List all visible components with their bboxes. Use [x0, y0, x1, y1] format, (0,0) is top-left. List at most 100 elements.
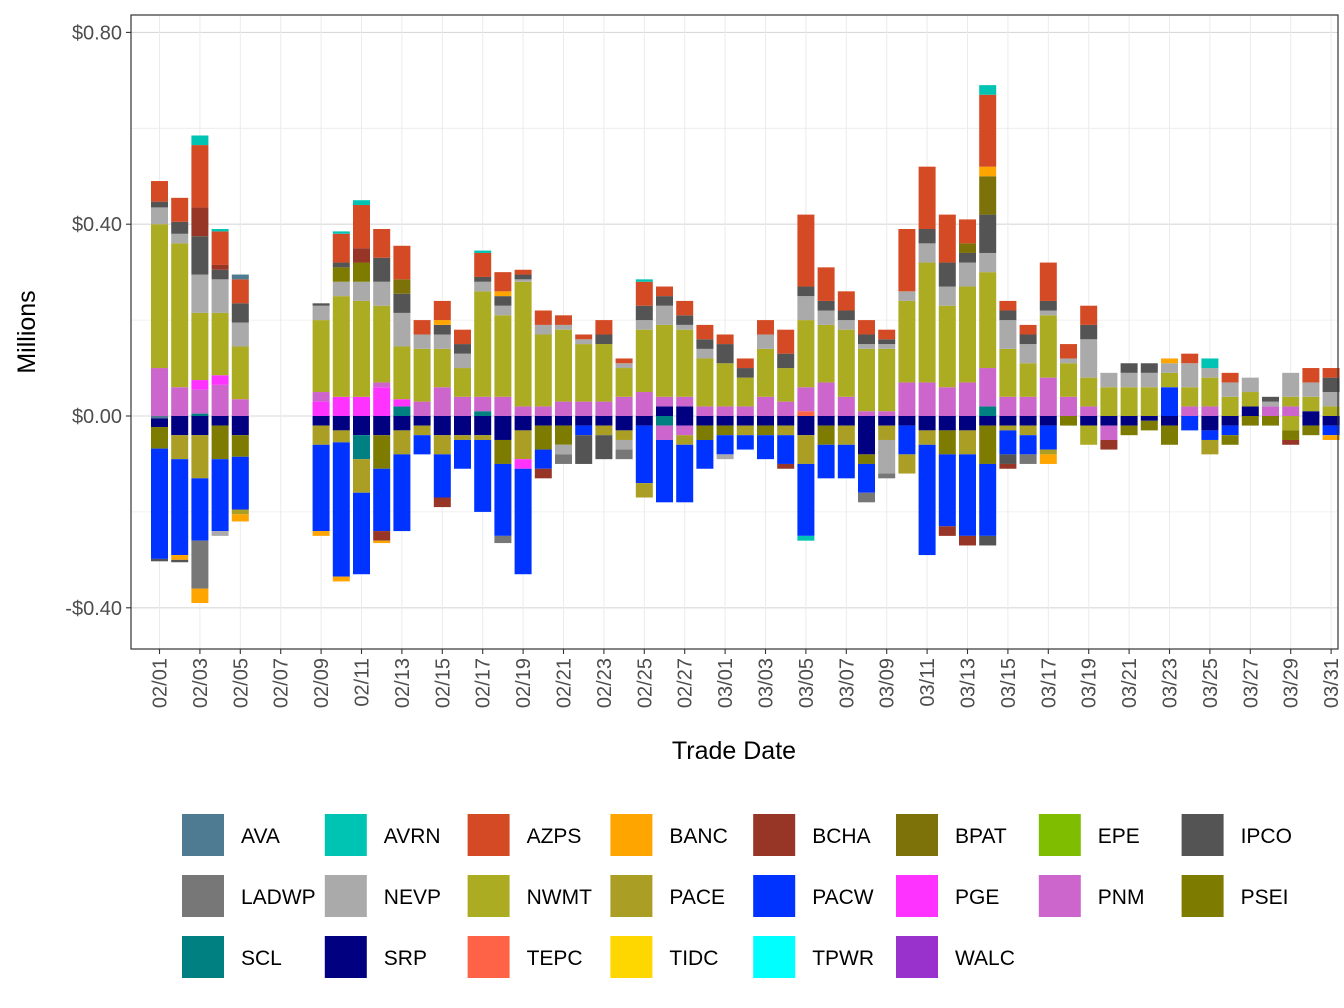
bar-segment-srp	[878, 416, 896, 426]
bar-segment-pnm	[878, 411, 896, 416]
bar-segment-pnm	[151, 368, 168, 416]
legend-item-pacw: PACW	[753, 875, 874, 917]
bar-stack	[1282, 372, 1300, 445]
bar-segment-pacw	[817, 444, 835, 479]
x-tick-label: 03/09	[877, 658, 899, 708]
legend-swatch	[1038, 875, 1081, 917]
bar-segment-pacw	[474, 439, 492, 512]
bar-segment-srp	[332, 416, 350, 431]
bar-segment-pnm	[494, 396, 512, 416]
y-tick-label: $0.40	[72, 214, 122, 236]
bar-segment-pace	[474, 435, 492, 440]
bar-segment-azps	[373, 228, 391, 258]
bar-segment-pace	[171, 435, 189, 460]
bar-segment-psei	[211, 425, 229, 460]
bar-stack	[555, 315, 572, 464]
bar-stack	[918, 166, 936, 556]
x-tick-label: 03/29	[1281, 658, 1303, 708]
bar-segment-nevp	[1161, 363, 1178, 373]
bar-segment-pnm	[837, 396, 855, 416]
bar-segment-nwmt	[1060, 363, 1077, 397]
bar-segment-srp	[938, 416, 956, 431]
bar-segment-azps	[757, 320, 774, 335]
bar-segment-srp	[454, 416, 471, 436]
bar-segment-scl	[656, 416, 673, 426]
y-tick-label: -$0.40	[65, 598, 122, 620]
bar-segment-psei	[1140, 420, 1158, 431]
bar-segment-ladwp	[878, 473, 896, 479]
bar-segment-srp	[1100, 416, 1118, 426]
bar-segment-ipco	[1140, 363, 1158, 373]
bar-segment-azps	[696, 324, 714, 340]
y-tick-label: $0.00	[72, 406, 122, 428]
bar-segment-ipco	[837, 310, 855, 321]
bar-segment-nevp	[898, 291, 916, 301]
bar-segment-nevp	[312, 305, 330, 321]
bar-segment-srp	[474, 416, 492, 436]
bar-segment-nevp	[1080, 339, 1098, 378]
bar-stack	[817, 267, 835, 479]
bar-segment-srp	[514, 416, 532, 431]
bar-segment-nwmt	[1181, 387, 1199, 407]
legend-item-psei: PSEI	[1181, 875, 1288, 917]
bar-segment-nwmt	[1019, 363, 1037, 397]
legend-swatch	[753, 814, 796, 856]
bar-segment-pnm	[555, 401, 572, 416]
bar-segment-psei	[231, 435, 249, 457]
x-axis: 02/01 02/03 02/05 02/07 02/09 02/11 02/13 02/15…	[150, 649, 1343, 708]
bar-stack	[312, 303, 330, 536]
bar-segment-ipco	[736, 368, 754, 378]
bar-segment-nevp	[1039, 310, 1057, 316]
bar-segment-nwmt	[1120, 387, 1138, 416]
bar-stack	[1262, 396, 1279, 426]
bar-segment-srp	[211, 416, 229, 426]
bar-segment-nwmt	[151, 224, 168, 369]
bar-segment-srp	[837, 416, 855, 426]
bar-stack	[353, 200, 370, 575]
plot-border	[130, 14, 1339, 650]
bar-stack	[1241, 377, 1259, 426]
bar-segment-nwmt	[858, 348, 875, 412]
bar-segment-ipco	[777, 353, 795, 369]
bar-segment-pacw	[1019, 435, 1037, 455]
bar-segment-azps	[555, 315, 572, 325]
bar-segment-psei	[1221, 435, 1239, 445]
bar-stack	[454, 329, 471, 469]
legend-item-avrn: AVRN	[324, 814, 441, 856]
legend-swatch	[896, 936, 938, 978]
bar-segment-nevp	[534, 324, 552, 335]
bar-segment-nwmt	[878, 348, 896, 412]
legend-swatch	[467, 814, 510, 856]
x-tick-label: 03/23	[1160, 658, 1182, 708]
bar-stack	[938, 214, 956, 536]
bar-segment-ipco	[595, 334, 613, 345]
bar-segment-pace	[898, 454, 916, 474]
bar-segment-nevp	[676, 324, 694, 330]
bar-segment-avrn	[797, 535, 815, 541]
bar-segment-nevp	[474, 281, 492, 292]
x-tick-label: 03/27	[1240, 658, 1262, 708]
bar-segment-pace	[635, 483, 653, 498]
bar-stack	[151, 181, 168, 562]
bar-segment-srp	[373, 416, 391, 436]
bar-segment-scl	[979, 406, 997, 416]
bar-segment-pacw	[575, 425, 593, 436]
bar-segment-nwmt	[433, 348, 451, 388]
legend-label: TEPC	[527, 947, 583, 970]
bar-segment-nevp	[817, 310, 835, 325]
legend-swatch	[753, 875, 796, 917]
bar-segment-pge	[312, 401, 330, 416]
bar-stack	[1060, 344, 1077, 426]
bar-segment-nevp	[918, 243, 936, 263]
bar-segment-nwmt	[777, 368, 795, 402]
bar-segment-azps	[999, 300, 1017, 311]
bar-segment-pacw	[959, 454, 976, 536]
bar-stack	[595, 320, 613, 460]
bar-segment-banc	[231, 514, 249, 522]
bar-segment-azps	[817, 267, 835, 301]
bar-segment-nevp	[171, 233, 189, 244]
bar-segment-psei	[1161, 425, 1178, 445]
bar-stack	[858, 320, 875, 503]
bar-segment-pacw	[999, 430, 1017, 455]
bar-segment-ava	[231, 274, 249, 280]
